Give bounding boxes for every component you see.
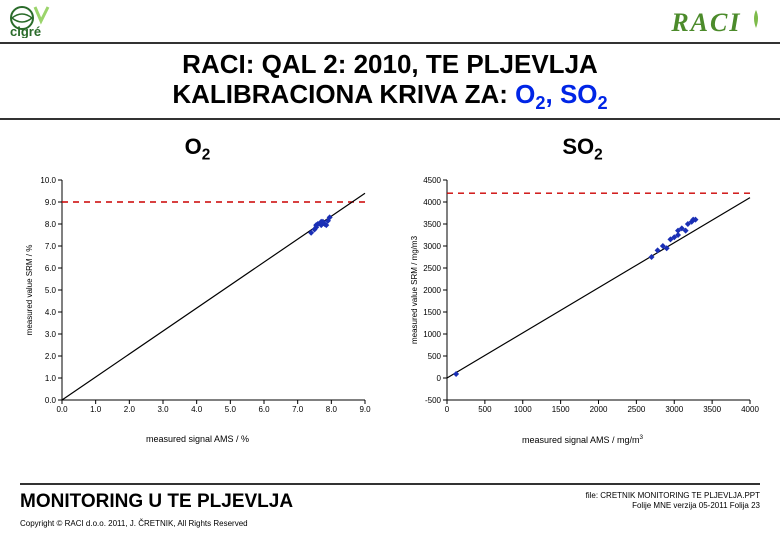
title-line-1: RACI: QAL 2: 2010, TE PLJEVLJA [0, 50, 780, 80]
svg-text:1.0: 1.0 [45, 374, 57, 383]
svg-text:5.0: 5.0 [225, 405, 237, 414]
svg-text:0: 0 [437, 374, 442, 383]
svg-text:2.0: 2.0 [45, 352, 57, 361]
svg-text:2500: 2500 [423, 264, 441, 273]
svg-text:2500: 2500 [627, 405, 645, 414]
svg-text:0: 0 [445, 405, 450, 414]
svg-text:4.0: 4.0 [45, 308, 57, 317]
chart-so2-svg: measured value SRM / mg/m3 0 500 1000 1500 20… [405, 170, 760, 430]
chart-so2-xlabel: measured signal AMS / mg/m3 [522, 434, 643, 445]
svg-text:4000: 4000 [423, 198, 441, 207]
cigre-text: cigré [10, 24, 41, 38]
raci-text: RACI [671, 8, 741, 37]
svg-text:measured value SRM / mg/m3: measured value SRM / mg/m3 [410, 236, 419, 345]
svg-text:1500: 1500 [552, 405, 570, 414]
svg-text:9.0: 9.0 [45, 198, 57, 207]
footer: MONITORING U TE PLJEVLJA file: CRETNIK M… [0, 483, 780, 528]
title-line-2-prefix: KALIBRACIONA KRIVA ZA: [172, 79, 515, 109]
svg-text:1000: 1000 [423, 330, 441, 339]
svg-text:4000: 4000 [741, 405, 759, 414]
charts-row: O2 measured value SRM / % 0.0 1.0 2.0 3.0 4.0… [0, 120, 780, 470]
svg-text:500: 500 [478, 405, 492, 414]
svg-text:7.0: 7.0 [292, 405, 304, 414]
svg-text:2000: 2000 [423, 286, 441, 295]
raci-leaf-icon [750, 8, 762, 32]
cigre-icon: cigré [8, 4, 98, 38]
title-line-2: KALIBRACIONA KRIVA ZA: O2, SO2 [0, 80, 780, 114]
footer-slide: Folije MNE verzija 05-2011 Folija 23 [586, 501, 760, 511]
svg-text:2.0: 2.0 [124, 405, 136, 414]
chart-so2: SO2 measured value SRM / mg/m3 0 500 1000 15… [405, 130, 760, 470]
svg-text:8.0: 8.0 [45, 220, 57, 229]
chart-o2-svg: measured value SRM / % 0.0 1.0 2.0 3.0 4.0 5.0… [20, 170, 375, 430]
svg-text:500: 500 [428, 352, 442, 361]
svg-text:3000: 3000 [665, 405, 683, 414]
svg-text:2000: 2000 [590, 405, 608, 414]
footer-meta: file: CRETNIK MONITORING TE PLJEVLJA.PPT… [586, 491, 760, 512]
header-bar: cigré RACI [0, 0, 780, 44]
svg-text:measured value SRM / %: measured value SRM / % [25, 245, 34, 336]
svg-text:7.0: 7.0 [45, 242, 57, 251]
title-line-2-species: O2, SO2 [515, 79, 608, 109]
svg-text:6.0: 6.0 [258, 405, 270, 414]
svg-text:3.0: 3.0 [45, 330, 57, 339]
chart-so2-heading: SO2 [562, 134, 602, 164]
chart-o2-heading: O2 [185, 134, 211, 164]
svg-text:1.0: 1.0 [90, 405, 102, 414]
svg-text:1000: 1000 [514, 405, 532, 414]
svg-text:8.0: 8.0 [326, 405, 338, 414]
chart-o2: O2 measured value SRM / % 0.0 1.0 2.0 3.0 4.0… [20, 130, 375, 470]
svg-text:5.0: 5.0 [45, 286, 57, 295]
chart-o2-xlabel: measured signal AMS / % [146, 434, 249, 444]
logo-cigre: cigré [8, 4, 98, 43]
svg-text:3500: 3500 [703, 405, 721, 414]
footer-copyright: Copyright © RACI d.o.o. 2011, J. ČRETNIK… [20, 519, 760, 528]
footer-title: MONITORING U TE PLJEVLJA [20, 491, 293, 513]
svg-text:9.0: 9.0 [359, 405, 371, 414]
svg-text:0.0: 0.0 [56, 405, 68, 414]
svg-text:-500: -500 [425, 396, 442, 405]
svg-text:4500: 4500 [423, 176, 441, 185]
svg-text:0.0: 0.0 [45, 396, 57, 405]
svg-text:10.0: 10.0 [40, 176, 56, 185]
svg-text:3.0: 3.0 [157, 405, 169, 414]
logo-raci: RACI [671, 8, 762, 38]
svg-text:3000: 3000 [423, 242, 441, 251]
title-block: RACI: QAL 2: 2010, TE PLJEVLJA KALIBRACI… [0, 44, 780, 120]
svg-text:4.0: 4.0 [191, 405, 203, 414]
svg-text:6.0: 6.0 [45, 264, 57, 273]
svg-text:3500: 3500 [423, 220, 441, 229]
svg-text:1500: 1500 [423, 308, 441, 317]
footer-file: file: CRETNIK MONITORING TE PLJEVLJA.PPT [586, 491, 760, 501]
